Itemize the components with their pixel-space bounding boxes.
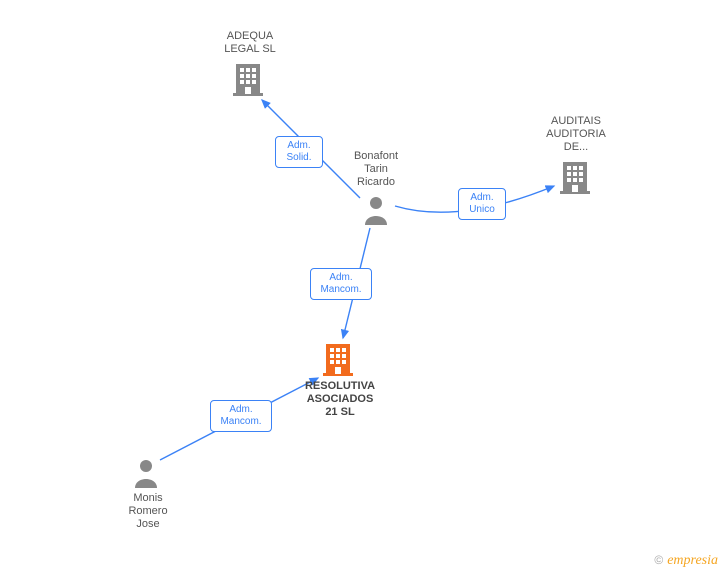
node-label-monis: Monis Romero Jose <box>118 492 178 532</box>
brand-name: empresia <box>667 553 718 568</box>
edge-label-e2: Adm. Unico <box>458 188 506 220</box>
building-icon[interactable] <box>233 62 263 101</box>
node-label-auditais: AUDITAIS AUDITORIA DE... <box>536 115 616 155</box>
building-icon[interactable] <box>560 160 590 199</box>
building-icon[interactable] <box>323 342 353 381</box>
person-icon[interactable] <box>363 195 389 230</box>
watermark: © empresia <box>654 553 718 569</box>
node-label-adequa: ADEQUA LEGAL SL <box>210 30 290 56</box>
edge-label-e4: Adm. Mancom. <box>210 400 272 432</box>
copyright-symbol: © <box>654 553 663 567</box>
edge-label-e1: Adm. Solid. <box>275 136 323 168</box>
edge-label-e3: Adm. Mancom. <box>310 268 372 300</box>
node-label-bonafont: Bonafont Tarin Ricardo <box>344 150 408 190</box>
node-label-resolutiva: RESOLUTIVA ASOCIADOS 21 SL <box>298 380 382 420</box>
person-icon[interactable] <box>133 458 159 493</box>
